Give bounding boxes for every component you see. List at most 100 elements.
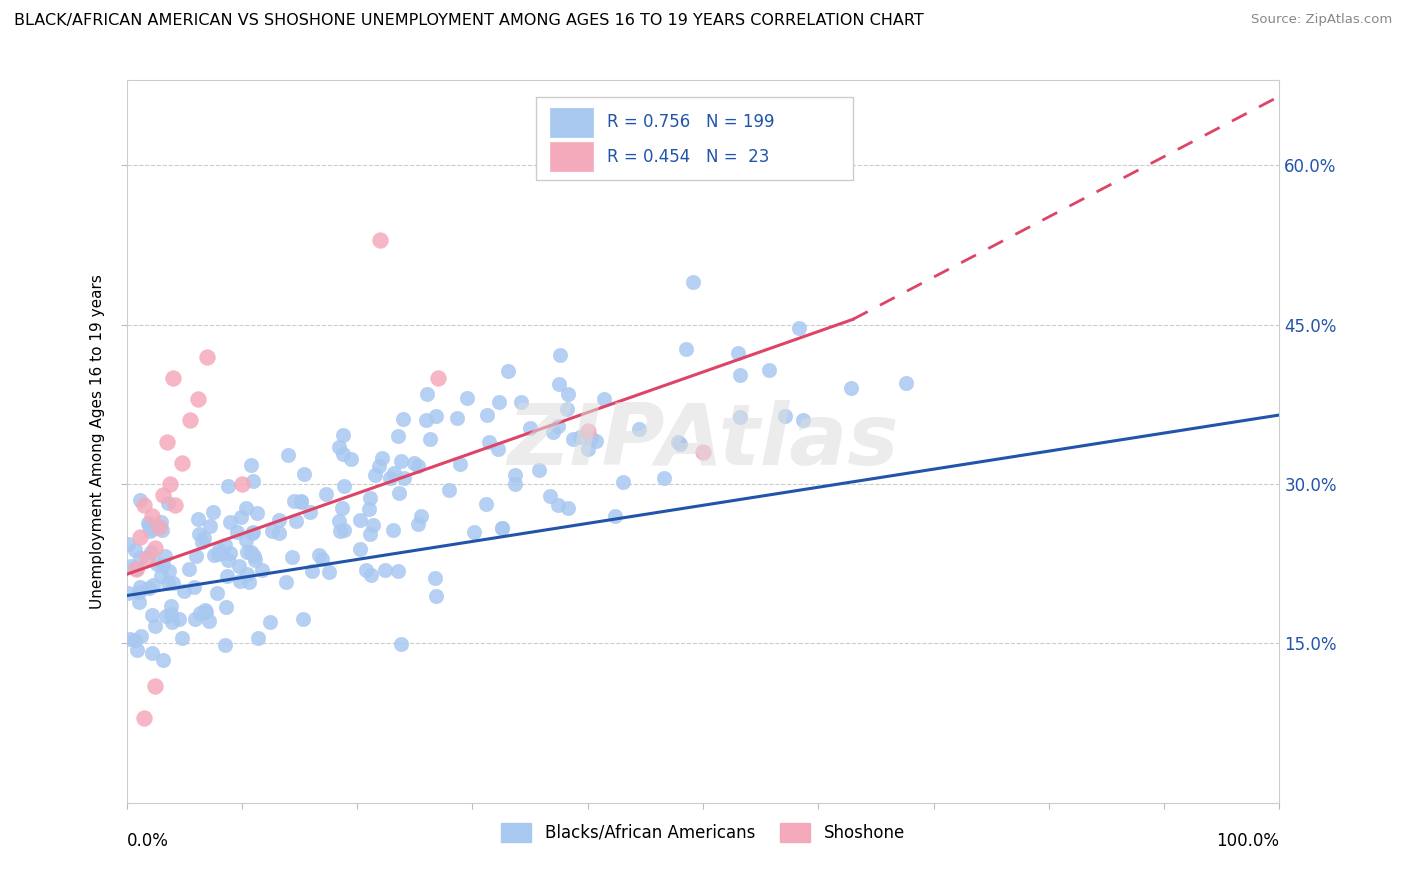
- Point: [340, 451, 363, 466]
- Point: [315, 487, 337, 501]
- Point: [382, 523, 405, 537]
- Point: [152, 652, 174, 666]
- Point: [425, 589, 447, 603]
- Point: [208, 543, 231, 558]
- Point: [179, 413, 201, 427]
- Point: [155, 608, 177, 623]
- Point: [197, 614, 219, 628]
- Point: [392, 412, 415, 426]
- Point: [612, 475, 634, 489]
- Point: [605, 509, 627, 524]
- Point: [486, 442, 509, 457]
- Point: [298, 504, 321, 518]
- Point: [792, 413, 814, 427]
- Point: [392, 471, 415, 485]
- Point: [157, 564, 180, 578]
- Point: [839, 380, 862, 394]
- Point: [217, 568, 239, 582]
- Point: [415, 413, 437, 427]
- Point: [219, 546, 242, 560]
- Point: [194, 603, 217, 617]
- Point: [125, 562, 148, 576]
- Point: [675, 342, 697, 356]
- Point: [202, 549, 225, 563]
- Point: [231, 509, 253, 524]
- Point: [555, 402, 578, 417]
- Point: [547, 498, 569, 512]
- Point: [318, 565, 340, 579]
- Point: [291, 611, 314, 625]
- Point: [416, 387, 439, 401]
- Point: [139, 544, 162, 558]
- Point: [236, 545, 259, 559]
- Point: [226, 525, 249, 540]
- Point: [128, 595, 150, 609]
- Point: [211, 546, 233, 560]
- Point: [449, 457, 471, 471]
- Point: [628, 422, 651, 436]
- Point: [190, 535, 212, 549]
- Point: [198, 519, 221, 533]
- Point: [152, 488, 174, 502]
- Point: [669, 436, 692, 450]
- Point: [548, 348, 571, 362]
- Point: [404, 456, 426, 470]
- Point: [157, 496, 180, 510]
- Point: [519, 420, 541, 434]
- Point: [361, 517, 384, 532]
- Point: [274, 574, 297, 589]
- Point: [172, 631, 194, 645]
- Point: [188, 606, 211, 620]
- Point: [277, 448, 299, 462]
- Point: [330, 501, 353, 516]
- Point: [576, 442, 599, 457]
- Point: [177, 562, 200, 576]
- Point: [195, 605, 218, 619]
- Point: [541, 425, 564, 439]
- Point: [547, 418, 569, 433]
- Point: [138, 518, 160, 533]
- FancyBboxPatch shape: [550, 108, 593, 136]
- Point: [349, 513, 371, 527]
- FancyBboxPatch shape: [550, 143, 593, 171]
- FancyBboxPatch shape: [536, 97, 853, 180]
- Point: [173, 584, 195, 599]
- Point: [240, 525, 263, 540]
- Point: [129, 580, 152, 594]
- Point: [775, 409, 797, 423]
- Point: [354, 563, 377, 577]
- Point: [121, 559, 143, 574]
- Point: [328, 440, 350, 454]
- Point: [387, 428, 409, 442]
- Point: [205, 586, 228, 600]
- Point: [142, 578, 165, 592]
- Point: [496, 364, 519, 378]
- Point: [437, 483, 460, 497]
- Point: [159, 477, 181, 491]
- Point: [579, 431, 602, 445]
- Point: [758, 362, 780, 376]
- Point: [359, 501, 381, 516]
- Point: [124, 561, 146, 575]
- Point: [329, 524, 352, 538]
- Point: [160, 599, 183, 613]
- Point: [129, 530, 152, 544]
- Point: [406, 516, 429, 531]
- Point: [475, 408, 498, 422]
- Point: [367, 458, 389, 473]
- Point: [228, 558, 250, 573]
- Point: [426, 371, 449, 385]
- Point: [728, 410, 751, 425]
- Point: [388, 486, 411, 500]
- Point: [568, 430, 591, 444]
- Point: [787, 321, 810, 335]
- Y-axis label: Unemployment Among Ages 16 to 19 years: Unemployment Among Ages 16 to 19 years: [90, 274, 105, 609]
- Point: [188, 527, 211, 541]
- Point: [214, 538, 236, 552]
- Point: [360, 526, 382, 541]
- Point: [262, 524, 284, 538]
- Point: [538, 489, 561, 503]
- Point: [585, 434, 607, 449]
- Point: [118, 632, 141, 646]
- Point: [374, 563, 396, 577]
